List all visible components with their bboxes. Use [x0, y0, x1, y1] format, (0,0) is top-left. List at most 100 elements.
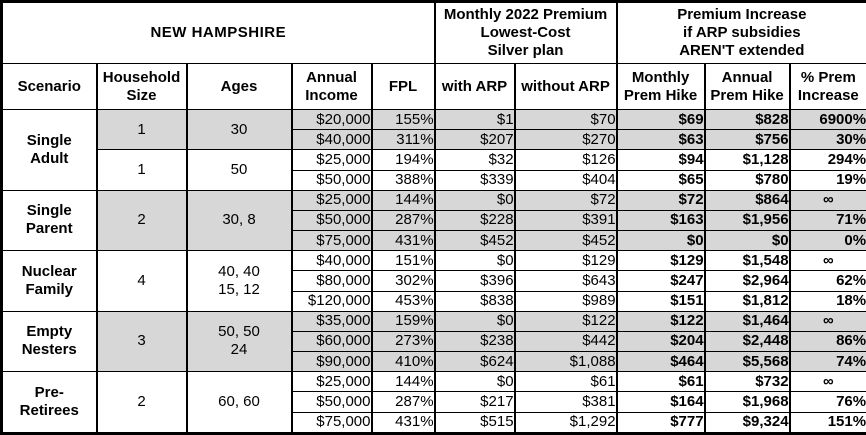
with-arp-cell: $0 — [433, 250, 516, 272]
with-arp-cell: $838 — [433, 290, 516, 312]
pct-increase-cell: 294% — [788, 149, 866, 171]
without-arp-cell: $381 — [513, 391, 618, 413]
with-arp-cell: $0 — [433, 310, 516, 332]
col-header-annual-income: Annual Income — [290, 63, 373, 110]
annual-hike-cell: $1,812 — [703, 290, 791, 312]
table-row: 1 50 $25,000 194% $32 $126 $94 $1,128 29… — [2, 149, 866, 191]
monthly-hike-cell: $204 — [615, 330, 706, 353]
fpl-cell: 410% — [370, 351, 436, 373]
without-arp-cell: $61 — [513, 371, 618, 393]
without-arp-cell: $404 — [513, 169, 618, 191]
table-row: Pre- Retirees 2 60, 60 $25,000 144% $0 $… — [0, 371, 866, 434]
pct-increase-cell: ∞ — [788, 371, 866, 393]
without-arp-cell: $270 — [513, 129, 618, 151]
ages-cell: 30, 8 — [185, 189, 293, 252]
fpl-cell: 144% — [370, 189, 436, 211]
increase-group-header: Premium Increase if ARP subsidies AREN'T… — [615, 1, 866, 64]
income-cell: $75,000 — [290, 230, 373, 252]
col-header-with-arp: with ARP — [433, 63, 516, 110]
table-row: $80,000 302% $396 $643 $247 $2,964 62% — [2, 270, 866, 292]
col-header-annual-prem-hike: Annual Prem Hike — [703, 63, 791, 110]
table-row: $50,000 388% $339 $404 $65 $780 19% — [2, 169, 866, 191]
fpl-cell: 311% — [370, 129, 436, 151]
without-arp-cell: $122 — [513, 310, 618, 332]
ages-cell: 30 — [185, 108, 293, 151]
table-row: Single Parent 2 30, 8 $25,000 144% $0 $7… — [0, 189, 866, 252]
without-arp-cell: $452 — [513, 230, 618, 252]
fpl-cell: 155% — [370, 108, 436, 131]
fpl-cell: 151% — [370, 250, 436, 272]
income-cell: $120,000 — [290, 290, 373, 312]
household-size-cell: 1 — [95, 108, 188, 151]
without-arp-cell: $391 — [513, 209, 618, 232]
income-cell: $90,000 — [290, 351, 373, 373]
monthly-hike-cell: $129 — [615, 250, 706, 272]
pct-increase-cell: ∞ — [788, 250, 866, 272]
monthly-hike-cell: $69 — [615, 108, 706, 131]
income-cell: $50,000 — [290, 169, 373, 191]
pct-increase-cell: 62% — [788, 270, 866, 292]
title-row: NEW HAMPSHIRE Monthly 2022 Premium Lowes… — [0, 1, 866, 64]
household-size-cell: 1 — [95, 149, 188, 191]
ages-cell: 40, 40 15, 12 — [185, 250, 293, 312]
table-row: $60,000 273% $238 $442 $204 $2,448 86% — [2, 330, 866, 353]
income-cell: $40,000 — [290, 250, 373, 272]
income-cell: $60,000 — [290, 330, 373, 353]
fpl-cell: 194% — [370, 149, 436, 171]
monthly-hike-cell: $464 — [615, 351, 706, 373]
income-cell: $50,000 — [290, 391, 373, 413]
fpl-cell: 144% — [370, 371, 436, 393]
with-arp-cell: $228 — [433, 209, 516, 232]
table-row: Single Adult 1 30 $20,000 155% $1 $70 $6… — [0, 108, 866, 191]
annual-hike-cell: $0 — [703, 230, 791, 252]
with-arp-cell: $217 — [433, 391, 516, 413]
col-header-fpl: FPL — [370, 63, 436, 110]
annual-hike-cell: $2,964 — [703, 270, 791, 292]
monthly-hike-cell: $94 — [615, 149, 706, 171]
pct-increase-cell: 71% — [788, 209, 866, 232]
monthly-hike-cell: $65 — [615, 169, 706, 191]
col-header-ages: Ages — [185, 63, 293, 110]
premium-group-header: Monthly 2022 Premium Lowest-Cost Silver … — [433, 1, 618, 64]
annual-hike-cell: $1,128 — [703, 149, 791, 171]
monthly-hike-cell: $61 — [615, 371, 706, 393]
pct-increase-cell: 151% — [788, 411, 866, 435]
monthly-hike-cell: $164 — [615, 391, 706, 413]
pct-increase-cell: 76% — [788, 391, 866, 413]
pct-increase-cell: 30% — [788, 129, 866, 151]
table-row: $75,000 431% $515 $1,292 $777 $9,324 151… — [2, 411, 866, 435]
fpl-cell: 453% — [370, 290, 436, 312]
income-cell: $25,000 — [290, 189, 373, 211]
col-header-without-arp: without ARP — [513, 63, 618, 110]
col-header-scenario: Scenario — [0, 63, 98, 110]
with-arp-cell: $0 — [433, 189, 516, 211]
income-cell: $25,000 — [290, 149, 373, 171]
ages-cell: 60, 60 — [185, 371, 293, 434]
ages-cell: 50, 50 24 — [185, 310, 293, 373]
with-arp-cell: $32 — [433, 149, 516, 171]
with-arp-cell: $396 — [433, 270, 516, 292]
annual-hike-cell: $1,464 — [703, 310, 791, 332]
without-arp-cell: $1,292 — [513, 411, 618, 435]
income-cell: $80,000 — [290, 270, 373, 292]
annual-hike-cell: $828 — [703, 108, 791, 131]
with-arp-cell: $515 — [433, 411, 516, 435]
without-arp-cell: $643 — [513, 270, 618, 292]
scenario-cell: Nuclear Family — [0, 250, 98, 312]
fpl-cell: 273% — [370, 330, 436, 353]
table-row: $90,000 410% $624 $1,088 $464 $5,568 74% — [2, 351, 866, 373]
annual-hike-cell: $1,968 — [703, 391, 791, 413]
fpl-cell: 302% — [370, 270, 436, 292]
fpl-cell: 287% — [370, 391, 436, 413]
without-arp-cell: $72 — [513, 189, 618, 211]
monthly-hike-cell: $0 — [615, 230, 706, 252]
monthly-hike-cell: $72 — [615, 189, 706, 211]
annual-hike-cell: $2,448 — [703, 330, 791, 353]
pct-increase-cell: 6900% — [788, 108, 866, 131]
without-arp-cell: $1,088 — [513, 351, 618, 373]
annual-hike-cell: $732 — [703, 371, 791, 393]
table-row: $50,000 287% $217 $381 $164 $1,968 76% — [2, 391, 866, 413]
with-arp-cell: $238 — [433, 330, 516, 353]
household-size-cell: 3 — [95, 310, 188, 373]
